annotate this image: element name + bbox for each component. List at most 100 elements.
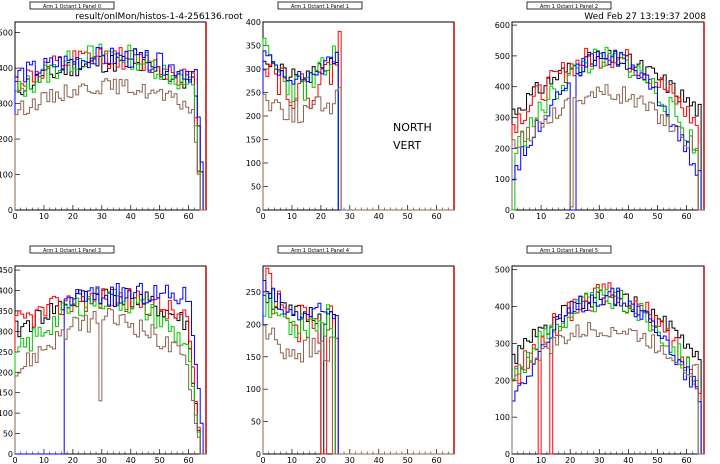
y-tick-label: 150 [0,389,13,398]
panel-title: Arm 1 Octant 1 Panel 4 [277,245,363,254]
y-tick-label: 400 [495,303,510,312]
x-tick-label: 10 [287,456,297,464]
histogram-panel: Arm 1 Octant 1 Panel 4 0 50 100 150 200 250 0 10… [246,245,455,464]
y-tick-label: 300 [495,339,510,348]
histogram-series-brown [262,87,454,211]
x-tick-label: 10 [536,456,546,464]
x-tick-label: 60 [681,212,691,221]
x-tick-label: 60 [681,456,691,464]
x-tick-label: 40 [126,456,136,464]
y-tick-label: 0 [256,206,261,215]
histogram-series-black [14,287,206,455]
plot-frame [262,265,455,455]
x-tick-label: 50 [403,212,413,221]
x-tick-label: 30 [594,456,604,464]
histogram-series-brown [262,325,454,455]
y-tick-label: 50 [3,430,13,439]
x-tick-label: 0 [509,456,514,464]
y-tick-label: 400 [246,18,261,27]
y-tick-label: 500 [495,52,510,61]
x-tick-label: 50 [155,212,165,221]
y-tick-label: 300 [0,100,13,109]
x-tick-label: 20 [68,456,78,464]
panel-title-text: Arm 1 Octant 1 Panel 3 [43,248,101,254]
y-tick-label: 0 [8,450,13,459]
x-tick-label: 0 [12,212,17,221]
y-tick-label: 50 [251,183,261,192]
panel-title-text: Arm 1 Octant 1 Panel 5 [540,248,598,254]
histogram-panel: Arm 1 Octant 1 Panel 5 0 100 200 300 400 500 0 1… [495,245,705,464]
vert-label: VERT [393,139,421,152]
histogram-series-brown [511,322,704,455]
x-tick-label: 30 [97,456,107,464]
panel-title: Arm 1 Octant 1 Panel 1 [277,1,363,10]
x-tick-label: 30 [345,212,355,221]
histogram-panel: Arm 1 Octant 1 Panel 2010020030040050060… [495,1,705,221]
x-tick-label: 60 [184,212,194,221]
x-tick-label: 20 [565,456,575,464]
x-tick-label: 40 [126,212,136,221]
y-tick-label: 200 [0,135,13,144]
y-tick-label: 400 [0,287,13,296]
y-tick-label: 400 [0,64,13,73]
histogram-series-brown [511,84,704,211]
histogram-series-brown [14,78,206,211]
x-tick-label: 10 [287,212,297,221]
x-tick-label: 20 [316,456,326,464]
panel-title: Arm 1 Octant 1 Panel 3 [29,245,115,254]
histogram-series-red [14,288,206,455]
histogram-series-green [512,46,704,211]
y-tick-label: 50 [251,418,261,427]
y-tick-label: 250 [246,288,261,297]
histogram-panel: Arm 1 Octant 1 Panel 1050100150200250300… [246,1,455,221]
y-tick-label: 100 [246,385,261,394]
y-tick-label: 350 [0,307,13,316]
y-tick-label: 250 [0,348,13,357]
y-tick-label: 0 [8,206,13,215]
x-tick-label: 10 [39,212,49,221]
y-tick-label: 300 [0,327,13,336]
y-tick-label: 400 [495,83,510,92]
x-tick-label: 40 [623,456,633,464]
y-tick-label: 100 [495,175,510,184]
x-tick-label: 0 [260,212,265,221]
x-tick-label: 0 [12,456,17,464]
y-tick-label: 0 [505,206,510,215]
panel-title-text: Arm 1 Octant 1 Panel 0 [43,4,101,10]
y-tick-label: 100 [0,171,13,180]
y-tick-label: 450 [0,266,13,275]
x-tick-label: 50 [403,456,413,464]
y-tick-label: 0 [505,450,510,459]
panel-title-text: Arm 1 Octant 1 Panel 4 [291,248,349,254]
x-tick-label: 10 [39,456,49,464]
histogram-panel: Arm 1 Octant 1 Panel 0 0 100 200 300 400 500 0 1… [0,1,207,221]
x-tick-label: 60 [432,456,442,464]
panel-title: Arm 1 Octant 1 Panel 2 [526,1,612,10]
histogram-series-green [14,43,206,211]
y-tick-label: 600 [495,21,510,30]
x-tick-label: 30 [97,212,107,221]
y-tick-label: 250 [246,89,261,98]
x-tick-label: 10 [536,212,546,221]
y-tick-label: 500 [495,266,510,275]
histogram-series-red [511,47,704,211]
y-tick-label: 150 [246,136,261,145]
histogram-series-red [262,267,454,455]
x-tick-label: 20 [68,212,78,221]
x-tick-label: 20 [565,212,575,221]
x-tick-label: 60 [184,456,194,464]
y-tick-label: 150 [246,353,261,362]
x-tick-label: 50 [652,212,662,221]
panel-title: Arm 1 Octant 1 Panel 5 [526,245,612,254]
histogram-series-red [511,282,704,455]
y-tick-label: 100 [246,159,261,168]
x-tick-label: 40 [374,456,384,464]
histogram-series-blue [15,282,206,455]
x-tick-label: 0 [260,456,265,464]
y-tick-label: 200 [0,368,13,377]
y-tick-label: 200 [495,144,510,153]
y-tick-label: 300 [246,65,261,74]
histogram-series-green [14,288,206,455]
y-tick-label: 0 [256,450,261,459]
x-tick-label: 60 [432,212,442,221]
